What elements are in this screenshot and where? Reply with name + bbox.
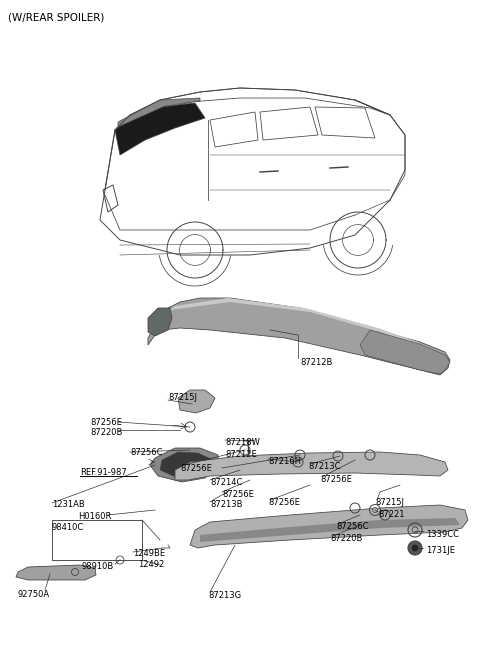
Polygon shape <box>200 518 460 542</box>
Polygon shape <box>170 298 435 355</box>
Text: 87214C: 87214C <box>210 478 242 487</box>
Text: 87215J: 87215J <box>375 498 404 507</box>
Polygon shape <box>16 565 96 580</box>
Text: 87212B: 87212B <box>300 358 332 367</box>
Text: 87256E: 87256E <box>222 490 254 499</box>
Text: 87212E: 87212E <box>225 450 257 459</box>
Text: 87213G: 87213G <box>208 591 241 600</box>
Polygon shape <box>175 452 448 480</box>
Text: 87218W: 87218W <box>225 438 260 447</box>
Text: 87221: 87221 <box>378 510 405 519</box>
Circle shape <box>412 545 418 551</box>
Text: 87256E: 87256E <box>320 475 352 484</box>
Text: (W/REAR SPOILER): (W/REAR SPOILER) <box>8 12 104 22</box>
Polygon shape <box>178 390 215 413</box>
Text: 98910B: 98910B <box>82 562 114 571</box>
Circle shape <box>408 541 422 555</box>
Polygon shape <box>160 452 213 478</box>
Text: 87213C: 87213C <box>308 462 340 471</box>
Text: 87256C: 87256C <box>130 448 163 457</box>
Text: 92750A: 92750A <box>18 590 50 599</box>
Text: 87256E: 87256E <box>90 418 122 427</box>
Text: 87220B: 87220B <box>330 534 362 543</box>
Text: 87216H: 87216H <box>268 457 301 466</box>
Circle shape <box>372 507 377 512</box>
Polygon shape <box>148 308 172 336</box>
Text: 12492: 12492 <box>138 560 164 569</box>
Text: 1231AB: 1231AB <box>52 500 85 509</box>
Polygon shape <box>150 448 218 482</box>
Text: 98410C: 98410C <box>52 523 84 532</box>
Text: H0160R: H0160R <box>78 512 111 521</box>
Text: 87220B: 87220B <box>90 428 122 437</box>
Text: 1731JE: 1731JE <box>426 546 455 555</box>
Polygon shape <box>148 298 450 375</box>
Polygon shape <box>118 98 200 127</box>
Polygon shape <box>115 103 205 155</box>
Text: 87256C: 87256C <box>336 522 369 531</box>
Polygon shape <box>360 330 450 374</box>
Text: 87256E: 87256E <box>180 464 212 473</box>
Polygon shape <box>190 505 468 548</box>
Text: 1339CC: 1339CC <box>426 530 459 539</box>
Text: 1249BE: 1249BE <box>133 549 165 558</box>
Text: 87256E: 87256E <box>268 498 300 507</box>
Text: 87215J: 87215J <box>168 393 197 402</box>
Text: REF.91-987: REF.91-987 <box>80 468 127 477</box>
Text: 87213B: 87213B <box>210 500 242 509</box>
